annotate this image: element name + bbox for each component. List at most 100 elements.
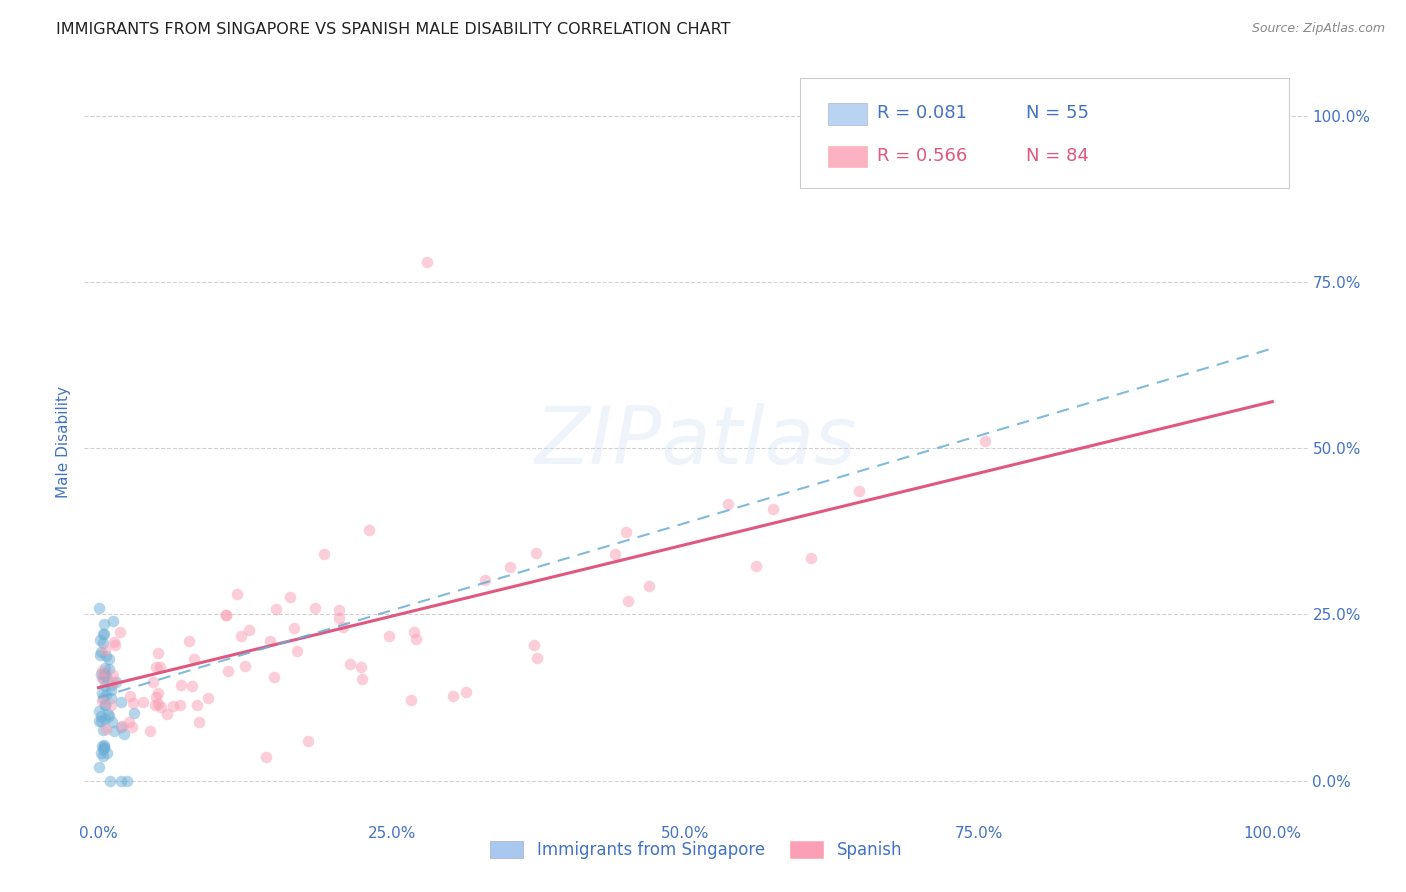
Spanish (328, 603, 350, 617)
Spanish (186, 698, 208, 712)
Immigrants from Singapore (91, 671, 114, 685)
Spanish (148, 697, 170, 711)
Immigrants from Singapore (112, 727, 135, 741)
Immigrants from Singapore (94, 680, 117, 694)
Immigrants from Singapore (90, 708, 112, 723)
Spanish (297, 734, 319, 748)
Spanish (332, 620, 354, 634)
Spanish (603, 547, 626, 561)
Immigrants from Singapore (101, 614, 124, 628)
Spanish (350, 672, 373, 686)
Spanish (156, 707, 179, 722)
Spanish (404, 625, 426, 640)
Text: ZIPatlas: ZIPatlas (534, 402, 858, 481)
Immigrants from Singapore (94, 712, 117, 726)
Spanish (122, 696, 145, 710)
Immigrants from Singapore (110, 695, 132, 709)
Spanish (142, 675, 165, 690)
Immigrants from Singapore (93, 691, 115, 706)
Spanish (328, 611, 350, 625)
Immigrants from Singapore (93, 617, 115, 632)
Spanish (181, 679, 204, 693)
Spanish (145, 698, 167, 713)
Spanish (104, 638, 127, 652)
Bar (828, 145, 868, 167)
Immigrants from Singapore (91, 723, 114, 738)
Spanish (285, 644, 308, 658)
Immigrants from Singapore (100, 773, 122, 788)
Immigrants from Singapore (93, 698, 115, 713)
Text: N = 84: N = 84 (1026, 147, 1090, 165)
Spanish (614, 524, 637, 539)
Spanish (146, 646, 169, 660)
Immigrants from Singapore (93, 740, 115, 755)
Legend: Immigrants from Singapore, Spanish: Immigrants from Singapore, Spanish (484, 834, 908, 865)
Spanish (111, 718, 134, 732)
Spanish (183, 652, 205, 666)
Spanish (100, 698, 122, 712)
Immigrants from Singapore (93, 739, 115, 754)
Immigrants from Singapore (91, 636, 114, 650)
Spanish (264, 601, 287, 615)
Immigrants from Singapore (87, 714, 110, 729)
Spanish (399, 693, 422, 707)
Immigrants from Singapore (100, 678, 122, 692)
Text: IMMIGRANTS FROM SINGAPORE VS SPANISH MALE DISABILITY CORRELATION CHART: IMMIGRANTS FROM SINGAPORE VS SPANISH MAL… (56, 22, 731, 37)
Spanish (762, 501, 785, 516)
Immigrants from Singapore (89, 632, 111, 647)
Spanish (103, 674, 125, 689)
Immigrants from Singapore (96, 649, 118, 664)
Spanish (150, 699, 173, 714)
Immigrants from Singapore (94, 668, 117, 682)
Spanish (149, 660, 172, 674)
Spanish (524, 546, 547, 560)
Spanish (233, 659, 256, 673)
Spanish (717, 497, 740, 511)
Spanish (339, 657, 361, 672)
Spanish (259, 634, 281, 648)
Immigrants from Singapore (93, 738, 115, 752)
Spanish (197, 690, 219, 705)
Spanish (974, 434, 997, 449)
Spanish (745, 559, 768, 574)
Immigrants from Singapore (94, 688, 117, 702)
Immigrants from Singapore (100, 690, 122, 705)
Spanish (91, 664, 114, 678)
Text: N = 55: N = 55 (1026, 104, 1090, 122)
Spanish (217, 665, 239, 679)
Immigrants from Singapore (87, 704, 110, 718)
Bar (828, 103, 868, 125)
Spanish (405, 632, 427, 646)
Spanish (454, 685, 477, 699)
Spanish (118, 714, 141, 729)
Spanish (169, 698, 191, 712)
Spanish (110, 624, 132, 639)
Immigrants from Singapore (94, 668, 117, 682)
Immigrants from Singapore (101, 715, 124, 730)
Immigrants from Singapore (104, 675, 127, 690)
Spanish (254, 749, 277, 764)
Spanish (637, 579, 659, 593)
Spanish (225, 587, 247, 601)
Immigrants from Singapore (97, 652, 120, 666)
Spanish (229, 629, 252, 643)
Spanish (474, 573, 496, 587)
Immigrants from Singapore (115, 773, 138, 788)
Spanish (314, 547, 336, 561)
Immigrants from Singapore (110, 720, 132, 734)
Immigrants from Singapore (93, 627, 115, 641)
Spanish (357, 523, 380, 537)
Spanish (848, 483, 870, 498)
Immigrants from Singapore (98, 709, 121, 723)
Text: R = 0.081: R = 0.081 (877, 104, 967, 122)
Spanish (139, 723, 162, 738)
Spanish (283, 621, 305, 635)
Spanish (377, 629, 399, 643)
Immigrants from Singapore (110, 773, 132, 788)
Immigrants from Singapore (89, 600, 111, 615)
FancyBboxPatch shape (800, 78, 1289, 187)
Spanish (188, 715, 211, 730)
Immigrants from Singapore (90, 714, 112, 728)
Spanish (617, 594, 640, 608)
Spanish (170, 678, 193, 692)
